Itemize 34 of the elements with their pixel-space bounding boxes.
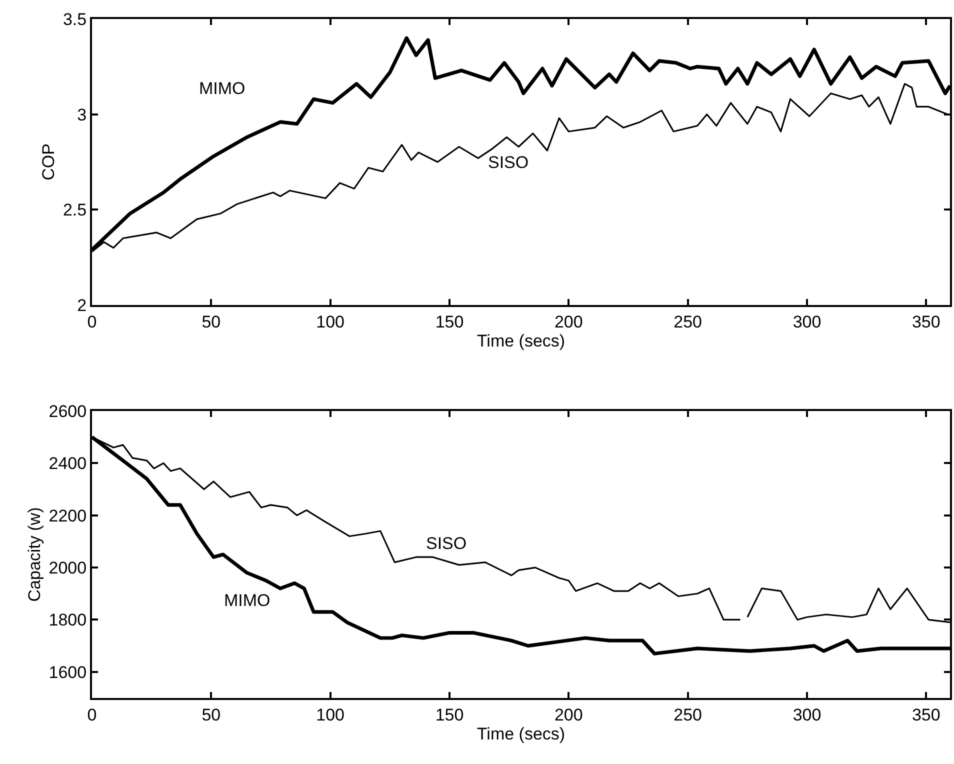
x-tick-label: 350 [912, 705, 940, 724]
y-tick-label: 2 [77, 296, 87, 315]
x-tick-label: 100 [316, 312, 345, 332]
x-tick-label: 300 [792, 705, 822, 724]
x-tick-label: 100 [316, 705, 345, 724]
x-tick-label: 150 [435, 705, 464, 724]
y-tick-label: 1800 [48, 610, 87, 630]
y-tick-label: 3 [77, 105, 87, 124]
y-tick-label: 2.5 [62, 200, 87, 220]
y-axis-title: Capacity (w) [24, 507, 44, 602]
series-label: SISO [426, 534, 467, 553]
x-tick-label: 0 [87, 705, 97, 724]
y-tick-label: 3.5 [62, 10, 87, 29]
y-tick-label: 2000 [48, 558, 87, 578]
series-label: SISO [488, 153, 529, 172]
x-tick-label: 0 [87, 312, 97, 332]
x-tick-label: 150 [435, 312, 464, 332]
x-tick-label: 250 [674, 312, 702, 332]
y-tick-label: 2600 [48, 402, 87, 421]
y-axis-title: COP [39, 144, 58, 180]
x-tick-label: 250 [674, 705, 702, 724]
y-tick-label: 2200 [48, 506, 87, 526]
series-label: MIMO [224, 591, 270, 610]
text: MIMO [199, 79, 246, 98]
x-tick-label: 50 [202, 705, 221, 724]
y-tick-label: 1600 [48, 662, 87, 682]
x-tick-label: 300 [792, 312, 822, 332]
x-axis-title: Time (secs) [476, 724, 566, 744]
y-tick-label: 2400 [48, 454, 87, 474]
x-tick-label: 350 [912, 312, 940, 332]
x-tick-label: 200 [554, 705, 583, 724]
x-tick-label: 50 [202, 312, 221, 332]
x-tick-label: 200 [554, 312, 583, 332]
x-axis-title: Time (secs) [476, 331, 566, 350]
